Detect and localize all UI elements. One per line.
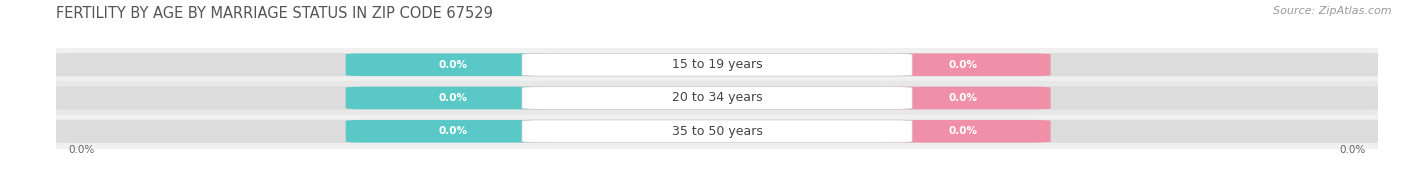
FancyBboxPatch shape	[522, 54, 912, 76]
Text: 0.0%: 0.0%	[1339, 145, 1365, 155]
Text: 0.0%: 0.0%	[948, 126, 977, 136]
FancyBboxPatch shape	[346, 120, 560, 142]
Text: 20 to 34 years: 20 to 34 years	[672, 92, 762, 104]
Text: Source: ZipAtlas.com: Source: ZipAtlas.com	[1274, 6, 1392, 16]
Bar	[56, 81, 1378, 115]
FancyBboxPatch shape	[346, 54, 560, 76]
Text: 0.0%: 0.0%	[948, 93, 977, 103]
Text: 0.0%: 0.0%	[439, 126, 467, 136]
FancyBboxPatch shape	[875, 120, 1050, 142]
FancyBboxPatch shape	[875, 54, 1050, 76]
Text: 0.0%: 0.0%	[948, 60, 977, 70]
FancyBboxPatch shape	[44, 53, 1391, 76]
Bar	[56, 115, 1378, 148]
Text: FERTILITY BY AGE BY MARRIAGE STATUS IN ZIP CODE 67529: FERTILITY BY AGE BY MARRIAGE STATUS IN Z…	[56, 6, 494, 21]
Text: 35 to 50 years: 35 to 50 years	[672, 125, 762, 138]
Text: 0.0%: 0.0%	[69, 145, 96, 155]
FancyBboxPatch shape	[44, 120, 1391, 143]
Bar	[56, 48, 1378, 81]
FancyBboxPatch shape	[44, 86, 1391, 110]
FancyBboxPatch shape	[522, 87, 912, 109]
Text: 15 to 19 years: 15 to 19 years	[672, 58, 762, 71]
Text: 0.0%: 0.0%	[439, 93, 467, 103]
FancyBboxPatch shape	[522, 120, 912, 142]
FancyBboxPatch shape	[346, 87, 560, 109]
FancyBboxPatch shape	[875, 87, 1050, 109]
Text: 0.0%: 0.0%	[439, 60, 467, 70]
